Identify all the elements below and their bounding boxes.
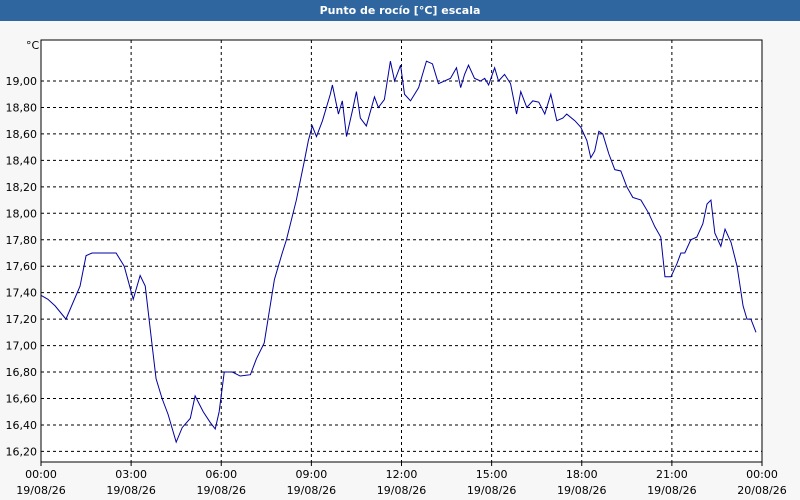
y-tick-label: 19,00 — [6, 75, 38, 88]
y-tick-label: 18,60 — [6, 128, 38, 141]
y-tick-label: 18,40 — [6, 154, 38, 167]
y-tick-label: 16,60 — [6, 393, 38, 406]
y-unit: °C — [26, 39, 40, 52]
x-tick-label: 12:00 19/08/26 — [377, 468, 426, 497]
data-line — [40, 60, 757, 444]
y-tick-label: 17,00 — [6, 340, 38, 353]
y-tick-label: 18,20 — [6, 181, 38, 194]
title-bar — [0, 0, 800, 21]
x-tick-label: 06:00 19/08/26 — [197, 468, 246, 497]
x-tick-label: 21:00 19/08/26 — [647, 468, 696, 497]
x-tick-label: 09:00 19/08/26 — [287, 468, 336, 497]
y-tick-label: 18,00 — [6, 207, 38, 220]
chart-title: Punto de rocío [°C] escala — [320, 4, 481, 17]
y-tick-label: 16,80 — [6, 366, 38, 379]
y-tick-label: 16,20 — [6, 445, 38, 458]
x-tick-label: 00:00 19/08/26 — [16, 468, 65, 497]
y-tick-label: 17,80 — [6, 234, 38, 247]
y-tick-label: 17,20 — [6, 313, 38, 326]
x-tick-label: 18:00 19/08/26 — [557, 468, 606, 497]
x-tick-label: 00:00 20/08/26 — [737, 468, 786, 497]
y-tick-label: 17,60 — [6, 260, 38, 273]
y-tick-label: 18,80 — [6, 101, 38, 114]
y-tick-label: 16,40 — [6, 419, 38, 432]
y-tick-label: 17,40 — [6, 287, 38, 300]
x-tick-label: 15:00 19/08/26 — [467, 468, 516, 497]
x-tick-label: 03:00 19/08/26 — [106, 468, 155, 497]
